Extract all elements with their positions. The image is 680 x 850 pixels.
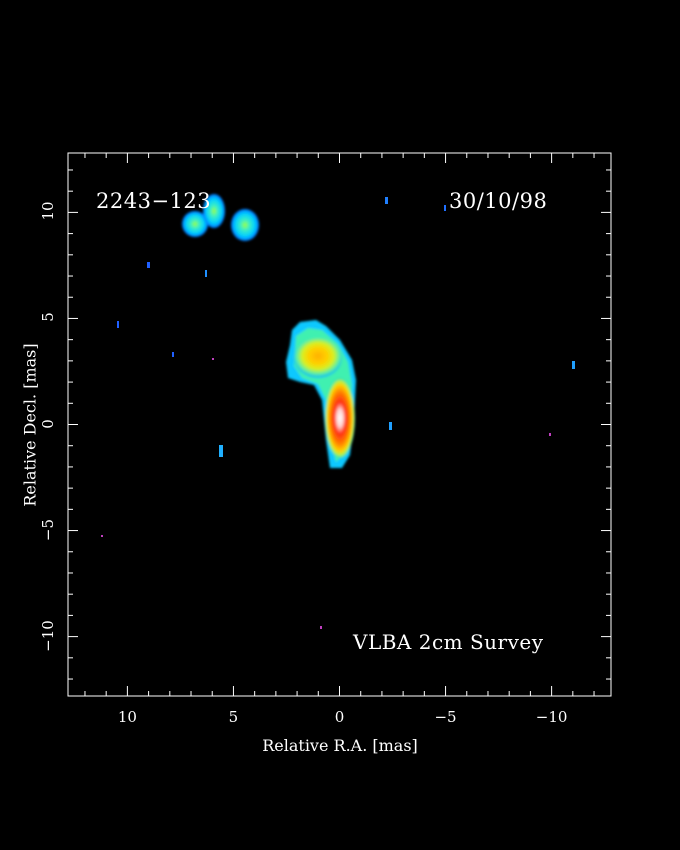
northern-components [182, 194, 259, 241]
jet-emission [286, 320, 356, 468]
noise-specks [101, 197, 575, 629]
x-tick-label: 0 [334, 708, 345, 726]
y-tick-label: −5 [39, 518, 57, 541]
source-label: 2243−123 [96, 189, 212, 213]
y-tick-label: −10 [39, 619, 57, 652]
upper-lobe-core [294, 338, 342, 378]
y-tick-label: 5 [39, 312, 57, 323]
x-tick-label: −10 [535, 708, 568, 726]
x-axis-label: Relative R.A. [mas] [262, 736, 418, 755]
x-tick-label: −5 [434, 708, 457, 726]
axis-ticks [68, 153, 611, 696]
y-tick-label: 0 [39, 418, 57, 429]
x-tick-label: 10 [117, 708, 137, 726]
core-component [325, 378, 355, 458]
survey-label: VLBA 2cm Survey [353, 630, 544, 654]
date-label: 30/10/98 [449, 189, 548, 213]
y-tick-label: 10 [39, 201, 57, 221]
x-tick-label: 5 [228, 708, 239, 726]
y-axis-label: Relative Decl. [mas] [20, 343, 40, 507]
